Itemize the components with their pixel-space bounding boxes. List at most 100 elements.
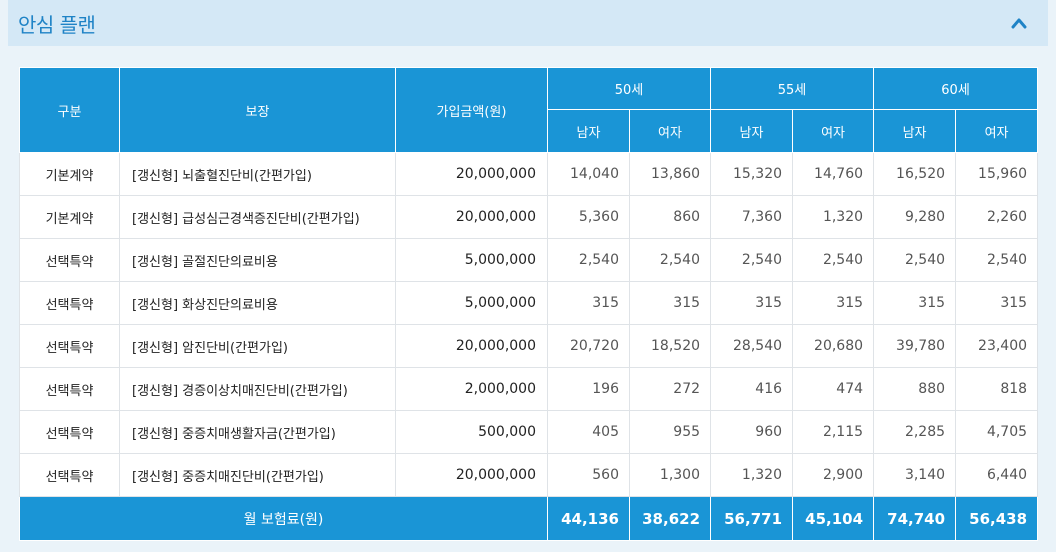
table-row: 선택특약 [갱신형] 중증치매생활자금(간편가입) 500,000 405 955 960…: [19, 410, 1039, 454]
table-row: 선택특약 [갱신형] 골절진단의료비용 5,000,000 2,540 2,540 2,5…: [19, 238, 1039, 282]
premium-cell: 7,360: [710, 195, 794, 239]
coverage-name-cell: [갱신형] 골절진단의료비용: [119, 238, 396, 282]
premium-cell: 15,960: [955, 152, 1039, 196]
premium-cell: 315: [710, 281, 794, 325]
table-row: 선택특약 [갱신형] 경증이상치매진단비(간편가입) 2,000,000 196 272…: [19, 367, 1039, 411]
premium-table: 구분 보장 가입금액(원) 50세 55세 60세 남자 여자 남자 여자 남자…: [19, 67, 1039, 541]
premium-cell: 2,540: [792, 238, 875, 282]
premium-cell: 3,140: [873, 453, 957, 497]
header-gender: 여자: [955, 109, 1039, 153]
header-gender: 남자: [547, 109, 630, 153]
coverage-name-cell: [갱신형] 화상진단의료비용: [119, 281, 396, 325]
total-value: 74,740: [873, 496, 957, 541]
premium-cell: 196: [547, 367, 630, 411]
premium-table-wrapper: 구분 보장 가입금액(원) 50세 55세 60세 남자 여자 남자 여자 남자…: [19, 67, 1039, 541]
insured-amount-cell: 5,000,000: [395, 238, 548, 282]
coverage-name-cell: [갱신형] 경증이상치매진단비(간편가입): [119, 367, 396, 411]
premium-cell: 2,540: [955, 238, 1039, 282]
contract-type-cell: 기본계약: [19, 195, 120, 239]
premium-cell: 315: [873, 281, 957, 325]
header-amount: 가입금액(원): [395, 67, 548, 153]
coverage-name-cell: [갱신형] 암진단비(간편가입): [119, 324, 396, 368]
premium-cell: 2,115: [792, 410, 875, 454]
premium-cell: 955: [628, 410, 712, 454]
premium-cell: 2,540: [873, 238, 957, 282]
premium-cell: 9,280: [873, 195, 957, 239]
table-row: 선택특약 [갱신형] 암진단비(간편가입) 20,000,000 20,720 18,5…: [19, 324, 1039, 368]
coverage-name-cell: [갱신형] 중증치매진단비(간편가입): [119, 453, 396, 497]
premium-cell: 5,360: [547, 195, 630, 239]
insured-amount-cell: 500,000: [395, 410, 548, 454]
insured-amount-cell: 2,000,000: [395, 367, 548, 411]
premium-cell: 39,780: [873, 324, 957, 368]
collapse-button[interactable]: [1006, 10, 1032, 36]
contract-type-cell: 선택특약: [19, 410, 120, 454]
header-gender: 여자: [792, 109, 875, 153]
table-header: 구분 보장 가입금액(원) 50세 55세 60세 남자 여자 남자 여자 남자…: [19, 67, 1039, 153]
plan-title: 안심 플랜: [18, 12, 96, 37]
insured-amount-cell: 20,000,000: [395, 324, 548, 368]
contract-type-cell: 선택특약: [19, 238, 120, 282]
premium-cell: 6,440: [955, 453, 1039, 497]
contract-type-cell: 선택특약: [19, 324, 120, 368]
header-type: 구분: [19, 67, 120, 153]
header-gender: 남자: [873, 109, 957, 153]
header-age-55: 55세: [710, 67, 875, 110]
insured-amount-cell: 20,000,000: [395, 195, 548, 239]
table-row: 기본계약 [갱신형] 뇌출혈진단비(간편가입) 20,000,000 14,040 13…: [19, 152, 1039, 196]
header-gender: 여자: [628, 109, 712, 153]
coverage-name-cell: [갱신형] 뇌출혈진단비(간편가입): [119, 152, 396, 196]
coverage-name-cell: [갱신형] 급성심근경색증진단비(간편가입): [119, 195, 396, 239]
premium-cell: 474: [792, 367, 875, 411]
premium-cell: 560: [547, 453, 630, 497]
header-age-50: 50세: [546, 67, 712, 110]
premium-cell: 1,320: [792, 195, 875, 239]
premium-cell: 405: [547, 410, 630, 454]
premium-cell: 960: [710, 410, 794, 454]
contract-type-cell: 선택특약: [19, 367, 120, 411]
premium-cell: 14,040: [547, 152, 630, 196]
premium-cell: 28,540: [710, 324, 794, 368]
premium-cell: 860: [628, 195, 712, 239]
premium-cell: 818: [955, 367, 1039, 411]
total-row: 월 보험료(원) 44,136 38,622 56,771 45,104 74,…: [19, 496, 1039, 541]
premium-cell: 2,900: [792, 453, 875, 497]
chevron-up-icon: [1011, 18, 1027, 29]
premium-cell: 416: [710, 367, 794, 411]
contract-type-cell: 기본계약: [19, 152, 120, 196]
premium-cell: 2,540: [628, 238, 712, 282]
insured-amount-cell: 20,000,000: [395, 152, 548, 196]
plan-header[interactable]: 안심 플랜: [8, 0, 1048, 46]
premium-cell: 1,320: [710, 453, 794, 497]
premium-cell: 2,540: [710, 238, 794, 282]
total-value: 56,771: [710, 496, 794, 541]
premium-cell: 2,540: [547, 238, 630, 282]
contract-type-cell: 선택특약: [19, 453, 120, 497]
table-row: 선택특약 [갱신형] 중증치매진단비(간편가입) 20,000,000 560 1,30…: [19, 453, 1039, 497]
insured-amount-cell: 20,000,000: [395, 453, 548, 497]
premium-cell: 315: [955, 281, 1039, 325]
premium-cell: 315: [792, 281, 875, 325]
premium-cell: 315: [628, 281, 712, 325]
total-value: 44,136: [547, 496, 630, 541]
premium-cell: 14,760: [792, 152, 875, 196]
total-value: 45,104: [792, 496, 875, 541]
premium-cell: 4,705: [955, 410, 1039, 454]
premium-cell: 2,260: [955, 195, 1039, 239]
header-gender: 남자: [710, 109, 794, 153]
contract-type-cell: 선택특약: [19, 281, 120, 325]
premium-cell: 20,720: [547, 324, 630, 368]
premium-cell: 2,285: [873, 410, 957, 454]
header-coverage: 보장: [119, 67, 396, 153]
premium-cell: 880: [873, 367, 957, 411]
header-age-60: 60세: [873, 67, 1039, 110]
total-value: 38,622: [628, 496, 712, 541]
premium-cell: 1,300: [628, 453, 712, 497]
total-value: 56,438: [955, 496, 1039, 541]
premium-cell: 272: [628, 367, 712, 411]
premium-cell: 315: [547, 281, 630, 325]
table-row: 기본계약 [갱신형] 급성심근경색증진단비(간편가입) 20,000,000 5,36…: [19, 195, 1039, 239]
total-label: 월 보험료(원): [19, 496, 548, 541]
premium-cell: 18,520: [628, 324, 712, 368]
table-row: 선택특약 [갱신형] 화상진단의료비용 5,000,000 315 315 315 315 3…: [19, 281, 1039, 325]
